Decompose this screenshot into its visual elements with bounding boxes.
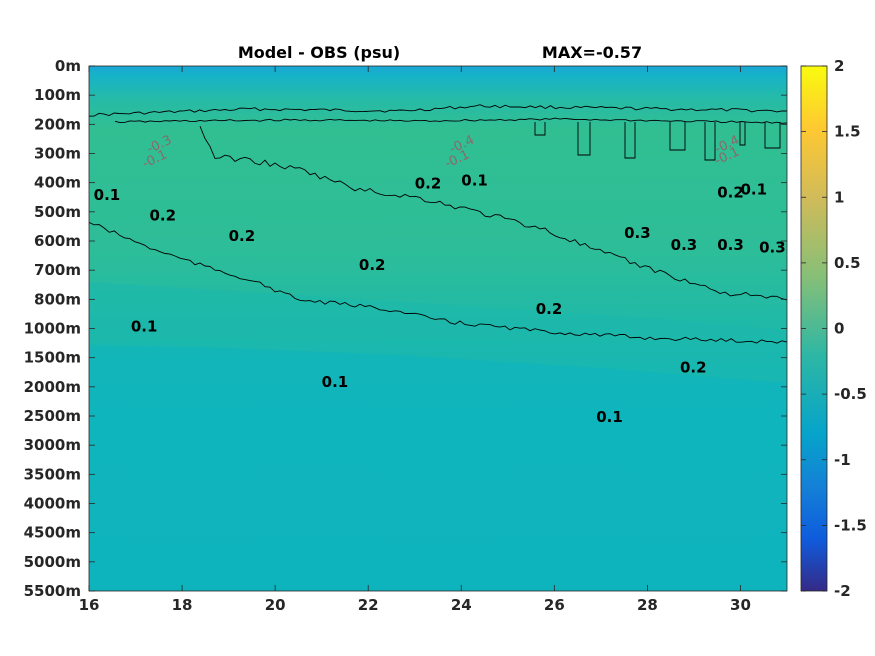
y-tick-label: 500m: [34, 203, 81, 221]
y-tick-label: 2000m: [24, 378, 81, 396]
contour-label: 0.3: [759, 239, 786, 257]
contour-loop: [624, 122, 636, 159]
y-axis: 0m 100m 200m 300m 400m 500m 600m 700m 800m 1000m 1…: [24, 57, 787, 600]
contour-loop: [704, 122, 716, 161]
x-tick-label: 22: [358, 596, 379, 614]
contour-line-0-1-shallow: [89, 104, 787, 117]
colorbar-tick-label: -1.5: [834, 516, 867, 534]
colorbar-tick-label: 1: [834, 188, 844, 206]
contour-labels: 0.10.2 0.10.20.10.20.2 0.30.3 0.3 0.30.20.20…: [94, 133, 786, 426]
y-tick-label: 2500m: [24, 407, 81, 425]
colorbar-tick-label: 2: [834, 57, 844, 75]
contour-label: 0.1: [131, 317, 158, 335]
x-tick-label: 26: [544, 596, 565, 614]
y-tick-label: 5000m: [24, 553, 81, 571]
y-tick-label: 400m: [34, 174, 81, 192]
colorbar-tick-label: -0.5: [834, 385, 867, 403]
colorbar-tick-label: 0: [834, 320, 844, 338]
x-axis: 16 18 20 22 24 26 28 30: [79, 66, 751, 614]
x-tick-label: 24: [451, 596, 472, 614]
mid-band: [89, 282, 787, 383]
contour-line-0-2-upper: [199, 126, 787, 301]
contour-loop: [764, 122, 781, 149]
contour-line-0-2-shallow: [114, 117, 787, 124]
y-tick-label: 100m: [34, 86, 81, 104]
contour-loop: [739, 122, 746, 146]
contour-label: 0.3: [624, 224, 651, 242]
y-tick-label: 0m: [55, 57, 81, 75]
contour-label: 0.2: [149, 207, 176, 225]
y-tick-label: 700m: [34, 261, 81, 279]
x-tick-label: 30: [730, 596, 751, 614]
y-tick-label: 4000m: [24, 495, 81, 513]
deep-boundary-band: [89, 345, 787, 591]
contour-label: 0.2: [536, 300, 563, 318]
contour-loop: [577, 122, 591, 156]
y-tick-label: 3000m: [24, 436, 81, 454]
x-tick-label: 18: [172, 596, 193, 614]
contour-label: 0.3: [671, 236, 698, 254]
contour-label: 0.2: [415, 175, 442, 193]
chart-title: Model - OBS (psu): [238, 43, 400, 62]
y-tick-label: 300m: [34, 145, 81, 163]
y-tick-label: 3500m: [24, 465, 81, 483]
contour-label: 0.2: [680, 358, 707, 376]
y-tick-label: 4500m: [24, 524, 81, 542]
colorbar-tick-label: -2: [834, 582, 851, 600]
contour-label: 0.2: [359, 256, 386, 274]
colorbar-tick-label: 1.5: [834, 123, 861, 141]
y-tick-label: 800m: [34, 290, 81, 308]
colorbar-tick-label: -1: [834, 451, 851, 469]
contour-label: 0.1: [94, 186, 121, 204]
x-tick-label: 16: [79, 596, 100, 614]
plot-area: 0.10.2 0.10.20.10.20.2 0.30.3 0.3 0.30.20.20…: [89, 66, 787, 591]
colorbar: 2 1.5 1 0.5 0 -0.5 -1 -1.5 -2: [800, 57, 867, 600]
contour-label: 0.1: [740, 180, 767, 198]
contour-loop: [669, 122, 686, 151]
contour-label: 0.1: [596, 408, 623, 426]
y-tick-label: 5500m: [24, 582, 81, 600]
x-tick-label: 20: [265, 596, 286, 614]
contour-label: 0.2: [717, 183, 744, 201]
contour-lines: [89, 104, 787, 344]
contour-label: 0.3: [717, 236, 744, 254]
x-tick-label: 28: [637, 596, 658, 614]
y-tick-label: 200m: [34, 115, 81, 133]
y-tick-label: 600m: [34, 232, 81, 250]
y-tick-label: 1000m: [24, 320, 81, 338]
colorbar-ticks: 2 1.5 1 0.5 0 -0.5 -1 -1.5 -2: [801, 57, 867, 600]
contour-loop: [534, 122, 546, 136]
y-tick-label: 1500m: [24, 349, 81, 367]
contour-label: 0.1: [461, 172, 488, 190]
colorbar-tick-label: 0.5: [834, 254, 861, 272]
contour-label: 0.2: [229, 227, 256, 245]
max-label: MAX=-0.57: [542, 43, 642, 62]
contour-line-0-1-lower: [89, 221, 787, 344]
contour-label: 0.1: [322, 373, 349, 391]
